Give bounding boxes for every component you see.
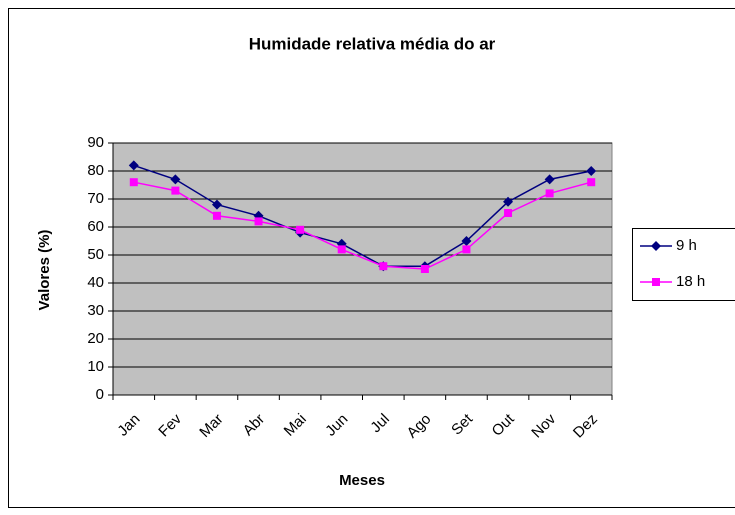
y-tick-label: 90 (87, 134, 104, 151)
y-tick-label: 50 (87, 246, 104, 263)
marker (128, 160, 139, 171)
marker (170, 174, 181, 185)
y-tick-label: 20 (87, 330, 104, 347)
y-tick-label: 10 (87, 358, 104, 375)
marker (587, 178, 596, 187)
y-tick-label: 80 (87, 162, 104, 179)
marker (420, 265, 429, 273)
marker (462, 245, 471, 254)
y-tick-label: 30 (87, 302, 104, 319)
plot-area (112, 142, 613, 396)
series-line (133, 164, 592, 267)
marker (379, 262, 388, 271)
marker (129, 178, 138, 187)
y-axis-title: Valores (%) (36, 230, 53, 311)
marker (545, 189, 554, 198)
y-tick-label: 0 (96, 386, 104, 403)
marker (503, 196, 514, 207)
marker (461, 236, 472, 246)
marker (296, 225, 305, 234)
marker (652, 278, 660, 286)
marker (211, 199, 222, 210)
marker (337, 245, 346, 254)
x-axis-title: Meses (339, 472, 385, 489)
y-tick-label: 40 (87, 274, 104, 291)
marker (651, 241, 661, 251)
chart-title: Humidade relativa média do ar (249, 34, 496, 53)
series-line (133, 181, 592, 270)
y-tick-label: 70 (87, 190, 104, 207)
legend-label: 9 h (676, 237, 697, 254)
marker (212, 211, 221, 220)
marker (586, 166, 597, 176)
legend: 9 h 18 h (632, 228, 735, 301)
legend-label: 18 h (676, 273, 705, 290)
marker (544, 174, 555, 185)
marker (504, 209, 513, 217)
legend-box (632, 228, 735, 301)
y-tick-label: 60 (87, 218, 104, 235)
marker (254, 217, 263, 226)
marker (171, 186, 180, 195)
